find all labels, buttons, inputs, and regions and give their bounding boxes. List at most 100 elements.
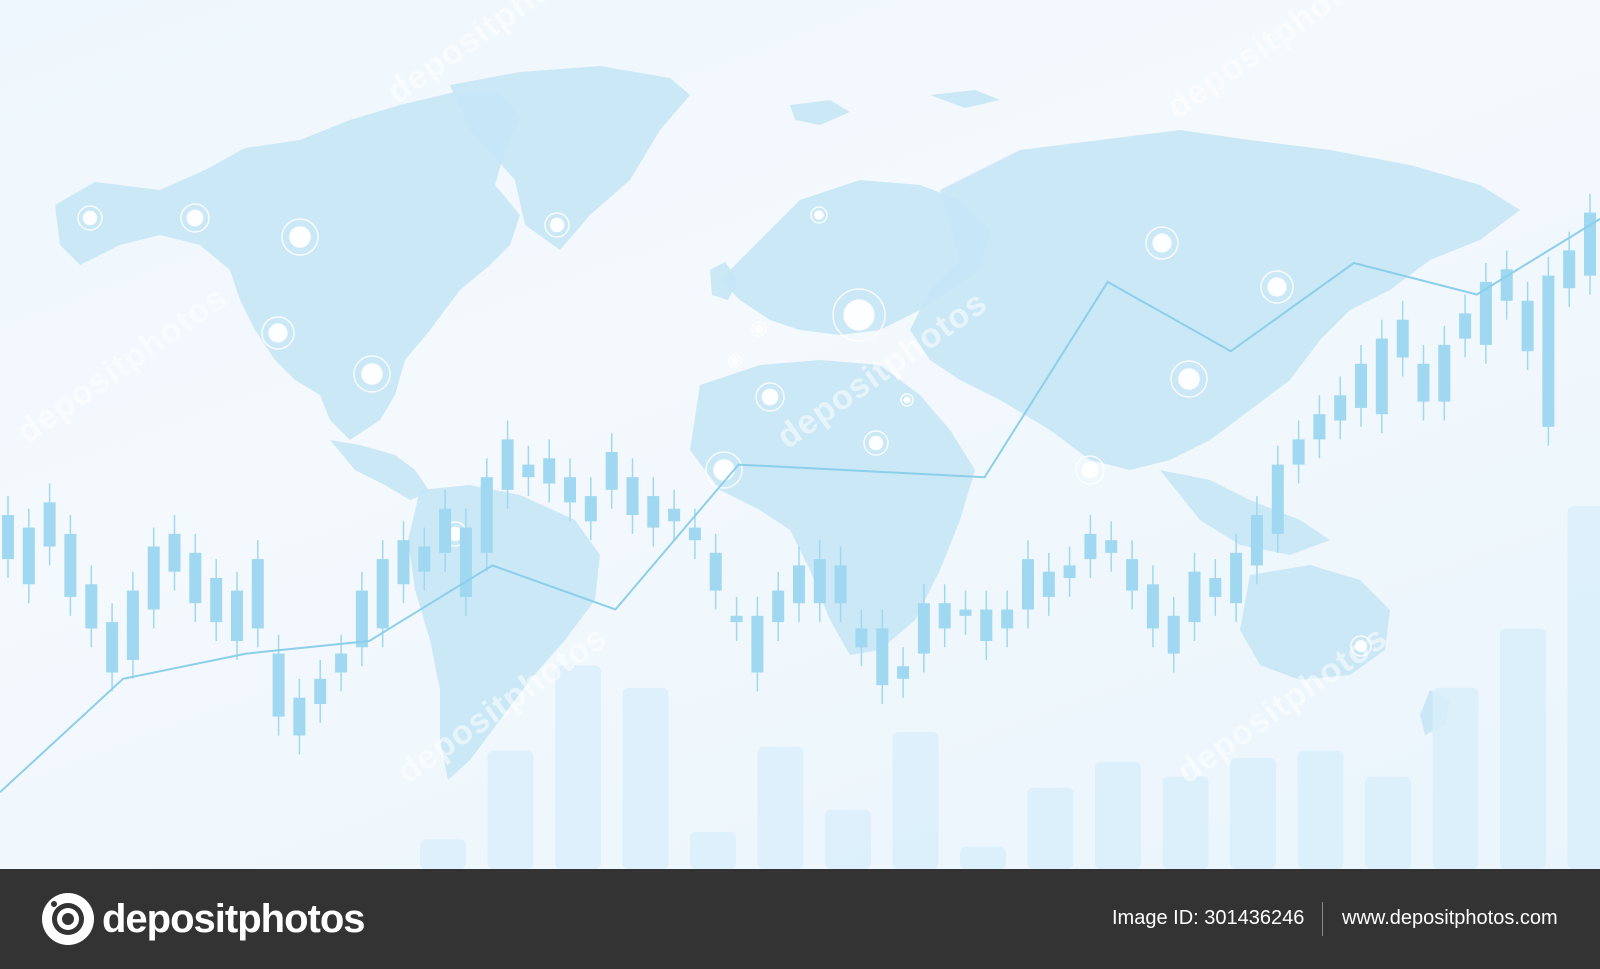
image-id-label: Image ID: (1112, 907, 1199, 929)
location-dot-icon (261, 316, 295, 350)
brand-logo[interactable]: depositphotos (40, 891, 366, 947)
candle-body (876, 628, 889, 686)
candlestick (1167, 596, 1180, 673)
volume-bar (555, 665, 601, 869)
trend-line (0, 218, 1600, 793)
candlestick (584, 477, 597, 541)
candle-body (1542, 275, 1555, 427)
candle-body (418, 546, 431, 572)
candlestick (1313, 395, 1326, 459)
candlestick (876, 609, 889, 704)
candlestick (1584, 193, 1596, 295)
volume-bar (622, 687, 669, 869)
camera-lens-icon (42, 893, 94, 945)
volume-bar (1432, 687, 1479, 869)
continent-central-america (330, 440, 430, 500)
volume-bar (1095, 761, 1141, 869)
candle-body (480, 477, 493, 553)
location-dot-icon (1350, 635, 1372, 657)
candle-body (1313, 414, 1326, 440)
candle-body (772, 590, 785, 623)
candle-body (1355, 363, 1367, 408)
candle-body (564, 477, 576, 503)
candlestick (1250, 496, 1263, 585)
continent-asia (910, 130, 1520, 470)
candlestick (772, 571, 785, 641)
volume-bar (892, 732, 939, 869)
candlestick (1500, 250, 1513, 320)
candlestick (1375, 319, 1388, 434)
candle-body (1146, 584, 1159, 629)
continent-europe (720, 180, 990, 335)
candlestick (355, 571, 368, 667)
candlestick (1022, 540, 1034, 629)
candlestick (1292, 420, 1305, 484)
candle-body (1396, 319, 1409, 358)
candle-body (1563, 250, 1576, 289)
candlestick (626, 458, 639, 534)
candle-body (210, 578, 223, 623)
candlestick (647, 477, 660, 547)
candle-body (522, 464, 535, 478)
volume-bar (1365, 776, 1411, 869)
candle-body (126, 590, 139, 660)
candlestick (397, 521, 410, 604)
volume-bar (1162, 776, 1209, 869)
continent-svalbard (930, 90, 1000, 108)
candle-body (1250, 515, 1263, 566)
candle-body (980, 609, 993, 641)
volume-bar (420, 839, 466, 869)
candle-body (459, 527, 472, 597)
candle-body (251, 559, 264, 629)
candle-body (168, 533, 181, 572)
candlestick (980, 590, 993, 660)
candlestick (1146, 565, 1159, 648)
candlestick (897, 647, 910, 698)
candle-body (730, 615, 743, 623)
candle-body (1417, 363, 1430, 402)
volume-bar (690, 832, 736, 869)
candlestick (1063, 546, 1076, 597)
candlestick (1459, 294, 1472, 358)
candle-body (43, 502, 56, 547)
candle-body (813, 559, 826, 604)
candlestick (22, 508, 35, 604)
candle-body (85, 584, 98, 629)
location-dot-icon (1170, 360, 1208, 398)
candlestick (1396, 300, 1409, 377)
candlestick (1355, 344, 1367, 427)
image-id: Image ID: 301436246 (1112, 907, 1304, 930)
candle-body (1084, 533, 1097, 560)
candle-body (1479, 281, 1492, 345)
candlestick (106, 603, 119, 692)
candlestick (480, 458, 493, 572)
location-dot-icon (755, 382, 785, 412)
candlestick (1105, 521, 1118, 572)
candlestick (210, 559, 223, 641)
candlestick (1563, 231, 1576, 308)
candle-body (106, 622, 119, 673)
continent-uk (710, 262, 738, 300)
candle-body (584, 496, 597, 522)
candle-body (1042, 571, 1055, 597)
site-url-link[interactable]: www.depositphotos.com (1342, 907, 1558, 929)
candlestick (1001, 590, 1014, 648)
candlestick (1230, 533, 1243, 623)
candle-body (543, 458, 556, 484)
continent-south-america (408, 485, 600, 780)
candle-body (793, 565, 805, 604)
continent-greenland (450, 66, 690, 250)
candle-body (1167, 615, 1180, 654)
candle-body (439, 508, 452, 553)
candlestick (314, 659, 327, 723)
candle-body (272, 653, 285, 717)
candle-body (647, 496, 660, 528)
candle-body (938, 603, 951, 629)
candlestick (959, 590, 972, 635)
candle-body (1126, 559, 1139, 591)
volume-bar (1027, 787, 1074, 869)
candle-body (1334, 395, 1347, 421)
candle-body (688, 527, 701, 541)
candlestick (293, 678, 306, 755)
candle-body (959, 609, 972, 616)
